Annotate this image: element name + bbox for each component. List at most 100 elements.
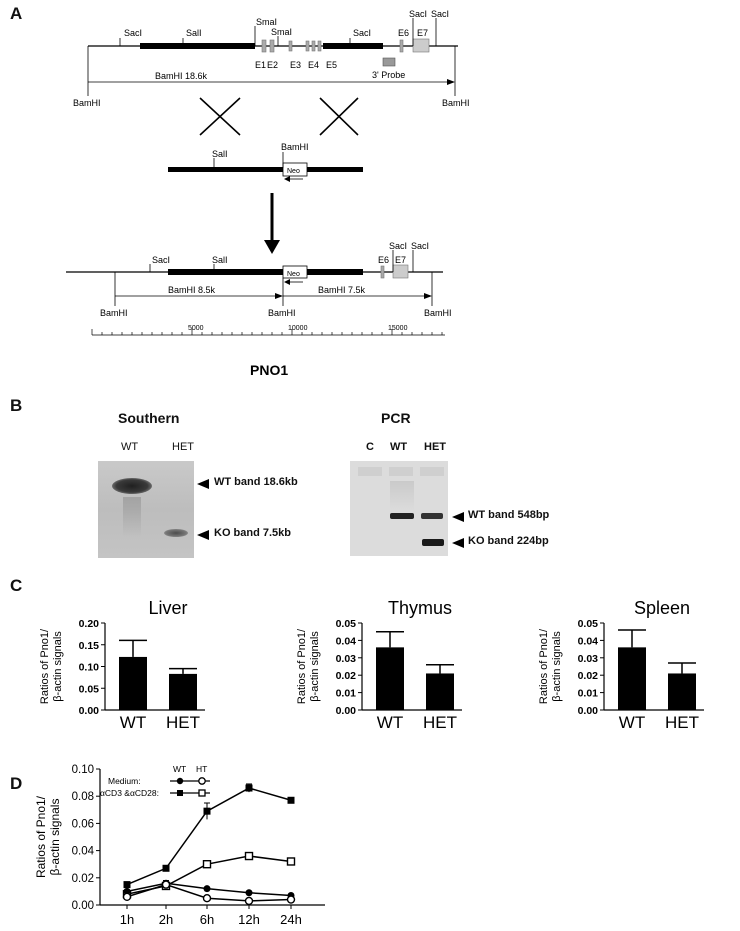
pcr-lane-wt: WT: [390, 441, 408, 453]
marker-open-circle: [122, 892, 132, 902]
ko-site-saci-3: SacI: [411, 241, 429, 251]
legend-marker-open-square: [198, 789, 206, 797]
ko-frag-right: BamHI 7.5k: [318, 285, 366, 295]
marker-open-circle: [244, 896, 254, 906]
pcr-ko-arrow: [452, 538, 464, 548]
series-open-circle: [122, 880, 296, 906]
exon-e5: E5: [326, 60, 337, 70]
ko-bamhi-2: BamHI: [268, 308, 296, 318]
marker-open-square: [244, 851, 254, 861]
bar-het: [169, 673, 197, 710]
pcr-ko-band-label: KO band 224bp: [468, 535, 549, 547]
y-tick-label: 0.05: [79, 683, 100, 695]
exon-e4: E4: [308, 60, 319, 70]
ko-site-sali: SalI: [212, 255, 228, 265]
x-tick-label: 12h: [238, 912, 260, 927]
x-tick-label: 6h: [200, 912, 214, 927]
y-tick-label: 0.05: [578, 618, 599, 630]
chart-title: Thymus: [388, 598, 452, 618]
bar-het: [668, 673, 696, 710]
exon-e7: E7: [417, 28, 428, 38]
exon-e3: E3: [290, 60, 301, 70]
y-tick-label: 0.02: [578, 670, 599, 682]
y-tick-label: 0.05: [336, 618, 357, 630]
y-tick-label: 0.02: [336, 670, 357, 682]
southern-wt-band-label: WT band 18.6kb: [214, 476, 298, 488]
pcr-wt-band-label: WT band 548bp: [468, 509, 550, 521]
panel-letter-a: A: [10, 4, 23, 23]
legend-marker-filled-square: [177, 790, 183, 796]
scale-bar: 5000 10000 15000: [91, 325, 445, 336]
marker-filled-square: [123, 881, 131, 889]
southern-blot-image: [98, 461, 194, 558]
y-axis-label-line2: β-actin signals: [309, 631, 321, 702]
pcr-lane-c: C: [366, 441, 374, 453]
y-axis-label-line1: Ratios of Pno1/: [39, 628, 51, 704]
x-tick-label: HET: [665, 713, 699, 732]
site-saci-2: SacI: [353, 28, 371, 38]
legend-marker-filled-circle: [176, 777, 184, 785]
y-tick-label: 0.04: [72, 846, 95, 858]
x-tick-label: 24h: [280, 912, 302, 927]
bar-het: [426, 673, 454, 710]
neo-label-1: Neo: [287, 168, 300, 175]
ko-site-saci-2: SacI: [389, 241, 407, 251]
ko-exon-e6: E6: [378, 255, 389, 265]
bamhi-label-2: BamHI: [442, 98, 470, 108]
legend-header-ht: HT: [196, 764, 207, 774]
panel-letter-c: C: [10, 576, 23, 595]
y-tick-label: 0.08: [72, 791, 94, 803]
x-tick-label: HET: [423, 713, 457, 732]
y-tick-label: 0.10: [72, 764, 94, 776]
exon-e2: E2: [267, 60, 278, 70]
y-tick-label: 0.20: [79, 618, 100, 630]
series-filled-square: [123, 783, 295, 889]
exon-e1: E1: [255, 60, 266, 70]
marker-filled-square: [287, 796, 295, 804]
y-tick-label: 0.04: [336, 635, 357, 647]
y-tick-label: 0.03: [578, 653, 599, 665]
ko-bamhi-3: BamHI: [424, 308, 452, 318]
legend-header-wt: WT: [173, 764, 186, 774]
y-axis-label-line2: β-actin signals: [48, 799, 62, 876]
scale-10000: 10000: [288, 325, 308, 332]
scale-15000: 15000: [388, 325, 408, 332]
bar-chart-spleen: Spleen 0.00 0.01 0.02 0.03 0.04 0.05 Ratios of …: [538, 598, 704, 732]
chart-title: Spleen: [634, 598, 690, 618]
chart-title: Liver: [148, 598, 187, 618]
wt-locus: SacI SalI SmaI SmaI SacI SacI SacI E1 E2…: [73, 9, 470, 108]
scale-5000: 5000: [188, 325, 204, 332]
y-tick-label: 0.00: [72, 900, 94, 912]
pcr-gel-image: [350, 461, 448, 556]
wt-band-arrow: [197, 479, 209, 489]
bar-wt: [119, 656, 147, 710]
y-tick-label: 0.10: [79, 662, 100, 674]
y-tick-label: 0.00: [578, 705, 599, 717]
x-tick-label: WT: [120, 713, 146, 732]
ko-frag-left: BamHI 8.5k: [168, 285, 216, 295]
panel-letter-b: B: [10, 396, 23, 415]
bar-wt: [376, 647, 404, 710]
neo-label-2: Neo: [287, 271, 300, 278]
x-tick-label: 1h: [120, 912, 134, 927]
site-saci-1: SacI: [124, 28, 142, 38]
ko-band-arrow: [197, 530, 209, 540]
marker-filled-circle: [203, 885, 211, 893]
y-tick-label: 0.02: [72, 873, 94, 885]
y-tick-label: 0.03: [336, 653, 357, 665]
bar-wt: [618, 647, 646, 710]
ko-exon-e7: E7: [395, 255, 406, 265]
marker-open-circle: [161, 880, 171, 889]
southern-lane-wt: WT: [121, 441, 139, 453]
legend: WT HT Medium: αCD3 &αCD28:: [100, 764, 210, 798]
marker-open-circle: [202, 894, 212, 903]
y-tick-label: 0.00: [79, 705, 100, 717]
y-axis-label-line2: β-actin signals: [551, 631, 563, 702]
marker-filled-square: [245, 784, 253, 792]
x-tick-label: HET: [166, 713, 200, 732]
vector-bamhi-label: BamHI: [281, 142, 309, 152]
site-smai-1: SmaI: [256, 17, 277, 27]
probe-label: 3' Probe: [372, 70, 405, 80]
line-chart-time-course: 0.00 0.02 0.04 0.06 0.08 0.10 1h 2h 6h 12h 24h Rati…: [34, 764, 325, 927]
